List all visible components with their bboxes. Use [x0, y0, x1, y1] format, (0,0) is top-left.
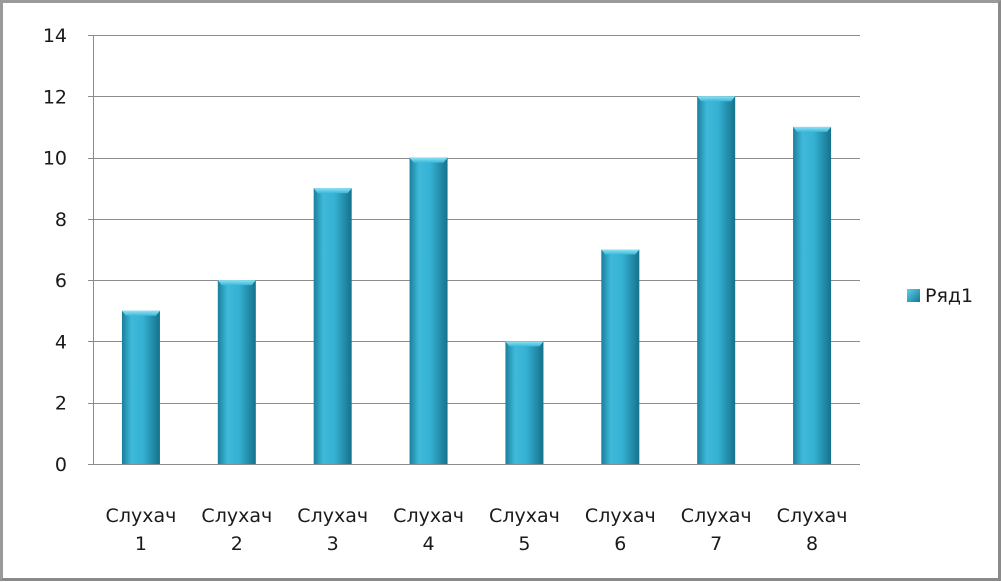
bar-body	[121, 310, 160, 464]
y-axis-tick-label: 0	[55, 454, 67, 476]
y-axis-tick-label: 14	[43, 25, 67, 47]
bar	[121, 310, 160, 464]
x-axis-tick-label-line: Слухач	[777, 505, 848, 527]
x-axis-tick-label: Слухач 1	[106, 505, 177, 555]
x-axis-tick-label-line: Слухач	[585, 505, 656, 527]
bar-cap	[793, 126, 832, 132]
x-axis-tick-label-line: Слухач	[393, 505, 464, 527]
x-axis-tick-label-line: 5	[518, 533, 530, 555]
bar	[793, 126, 832, 464]
x-axis-tick-label-line: 6	[614, 533, 626, 555]
bar-chart: 0 2 4 6 8 10 12 14 Слухач 1 Слухач 2 Слухач 3 Слухач 4…	[43, 25, 973, 555]
bar-body	[505, 341, 544, 464]
bar-body	[313, 188, 352, 464]
bar	[313, 188, 352, 464]
y-axis-tick-label: 8	[55, 209, 67, 231]
x-axis-tick-label-line: 7	[710, 533, 722, 555]
y-axis-tick-label: 2	[55, 393, 67, 415]
bar-body	[409, 157, 448, 465]
legend-label: Ряд1	[925, 285, 973, 307]
x-axis-tick-label: Слухач 5	[489, 505, 560, 555]
bar-body	[793, 126, 832, 464]
x-axis-tick-label: Слухач 2	[201, 505, 272, 555]
y-axis-tick-label: 6	[55, 270, 67, 292]
y-axis-tick-labels: 0 2 4 6 8 10 12 14	[43, 25, 67, 476]
bar-cap	[313, 188, 352, 194]
y-axis-tick-label: 4	[55, 331, 67, 353]
bar-cap	[601, 249, 640, 255]
x-axis-tick-label-line: 4	[423, 533, 435, 555]
bars	[121, 96, 832, 465]
bar	[697, 96, 736, 465]
bar-cap	[409, 157, 448, 163]
bar-cap	[217, 280, 256, 286]
x-axis-tick-label: Слухач 4	[393, 505, 464, 555]
y-axis-tick-label: 10	[43, 148, 67, 170]
bar	[409, 157, 448, 465]
bar-cap	[121, 310, 160, 316]
bar-body	[217, 280, 256, 464]
bar-body	[601, 249, 640, 464]
x-axis-tick-label-line: 3	[327, 533, 339, 555]
x-axis-tick-label-line: Слухач	[489, 505, 560, 527]
x-axis-tick-label: Слухач 8	[777, 505, 848, 555]
x-axis-tick-label: Слухач 6	[585, 505, 656, 555]
x-axis-tick-label: Слухач 7	[681, 505, 752, 555]
x-axis-tick-label-line: Слухач	[106, 505, 177, 527]
y-axis-tick-label: 12	[43, 86, 67, 108]
bar-cap	[697, 96, 736, 102]
gridlines	[88, 35, 860, 465]
x-axis-tick-label: Слухач 3	[297, 505, 368, 555]
legend-swatch	[907, 289, 920, 302]
bar	[217, 280, 256, 464]
x-axis-tick-label-line: 1	[135, 533, 147, 555]
x-axis-tick-label-line: Слухач	[297, 505, 368, 527]
x-axis-tick-label-line: 8	[806, 533, 818, 555]
x-axis-tick-label-line: Слухач	[681, 505, 752, 527]
legend: Ряд1	[907, 285, 973, 307]
x-axis-tick-label-line: Слухач	[201, 505, 272, 527]
bar-cap	[505, 341, 544, 347]
bar	[601, 249, 640, 464]
bar	[505, 341, 544, 464]
x-axis-tick-label-line: 2	[231, 533, 243, 555]
bar-body	[697, 96, 736, 465]
